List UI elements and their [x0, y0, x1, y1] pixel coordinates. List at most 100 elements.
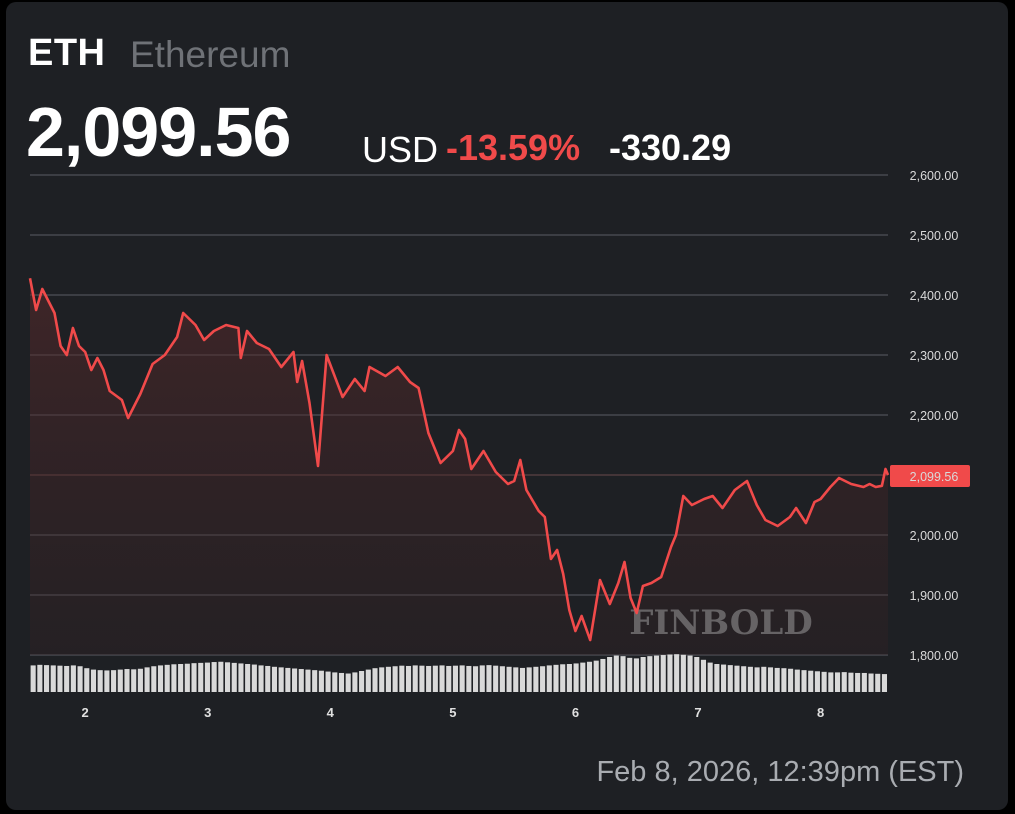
volume-bar	[620, 656, 626, 692]
x-tick-label: 3	[204, 705, 211, 720]
volume-bar	[499, 666, 505, 692]
volume-bar	[218, 661, 224, 692]
volume-bar	[667, 654, 673, 692]
volume-bar	[198, 662, 204, 692]
volume-bar	[660, 655, 666, 692]
volume-bar	[473, 666, 479, 692]
volume-bar	[761, 666, 767, 692]
currency-label: USD	[362, 129, 439, 170]
volume-bar	[392, 666, 398, 692]
volume-bar	[231, 662, 237, 692]
volume-bar	[64, 665, 70, 692]
y-tick-label: 1,800.00	[910, 649, 959, 663]
volume-bar	[352, 672, 358, 692]
chart-card: 2,600.00 2,500.00 2,400.00 2,300.00 2,200.00…	[6, 2, 1008, 810]
volume-bar	[359, 671, 365, 692]
volume-bar	[727, 665, 733, 692]
timestamp: Feb 8, 2026, 12:39pm (EST)	[596, 756, 964, 788]
volume-bar	[305, 669, 311, 692]
volume-bar	[848, 672, 854, 692]
volume-bar	[513, 667, 519, 692]
volume-bar	[312, 670, 318, 692]
volume-bar	[466, 665, 472, 692]
volume-bar	[419, 665, 425, 692]
volume-bar	[446, 665, 452, 692]
volume-bar	[714, 664, 720, 692]
x-tick-label: 2	[82, 705, 89, 720]
volume-bar	[325, 671, 331, 692]
volume-bar	[613, 655, 619, 692]
volume-bar	[211, 662, 217, 692]
volume-bar	[432, 665, 438, 692]
volume-bar	[332, 672, 338, 692]
volume-bar	[700, 659, 707, 692]
finbold-watermark: FINBOLD	[629, 603, 813, 643]
change-percent: -13.59%	[446, 127, 581, 168]
volume-bar	[519, 667, 526, 692]
volume-bar	[117, 669, 123, 692]
volume-bar	[834, 672, 841, 692]
volume-bar	[861, 672, 867, 692]
volume-bar	[97, 670, 103, 692]
volume-bar	[553, 664, 559, 692]
volume-bar	[412, 665, 418, 692]
volume-bar	[674, 654, 680, 692]
price-line	[28, 277, 890, 642]
volume-bars	[30, 654, 887, 692]
volume-bar	[124, 669, 130, 692]
current-price-label: 2,099.56	[890, 465, 970, 487]
volume-bar	[164, 664, 170, 692]
volume-bar	[338, 672, 345, 692]
volume-bar	[184, 663, 190, 692]
y-tick-label: 2,200.00	[910, 409, 959, 423]
volume-bar	[104, 670, 110, 692]
volume-bar	[372, 668, 378, 692]
volume-bar	[479, 665, 485, 692]
volume-bar	[653, 655, 660, 692]
volume-bar	[721, 664, 727, 692]
volume-bar	[814, 671, 820, 692]
volume-bar	[251, 664, 257, 692]
volume-bar	[794, 669, 800, 692]
volume-bar	[560, 664, 566, 692]
volume-bar	[157, 665, 164, 692]
volume-bar	[855, 672, 861, 692]
volume-bar	[258, 665, 264, 692]
x-tick-label: 7	[694, 705, 701, 720]
volume-bar	[707, 662, 713, 692]
volume-bar	[781, 668, 787, 692]
volume-bar	[131, 669, 137, 692]
volume-bar	[37, 664, 43, 692]
volume-bar	[533, 666, 539, 692]
x-tick-label: 6	[572, 705, 579, 720]
price-area-fill	[30, 278, 888, 655]
volume-bar	[204, 662, 210, 692]
volume-bar	[265, 665, 271, 692]
volume-bar	[640, 657, 646, 692]
volume-bar	[788, 668, 794, 692]
volume-bar	[452, 665, 458, 692]
volume-bar	[365, 669, 371, 692]
volume-bar	[178, 664, 184, 692]
volume-bar	[137, 668, 143, 692]
volume-bar	[50, 665, 56, 692]
volume-bar	[808, 670, 814, 692]
volume-bar	[111, 670, 117, 692]
y-tick-label: 2,300.00	[910, 349, 959, 363]
volume-bar	[439, 665, 445, 692]
x-axis-ticks: 2 3 4 5 6 7 8	[82, 705, 825, 720]
volume-bar	[191, 663, 197, 692]
volume-bar	[318, 670, 324, 692]
volume-bar	[345, 673, 351, 692]
price-chart: 2,600.00 2,500.00 2,400.00 2,300.00 2,200.00…	[28, 169, 970, 720]
volume-bar	[647, 656, 653, 692]
volume-bar	[77, 666, 83, 692]
volume-bar	[30, 665, 36, 692]
volume-bar	[868, 673, 874, 692]
volume-bar	[573, 663, 579, 692]
volume-bar	[271, 666, 278, 692]
volume-bar	[747, 666, 753, 692]
volume-bar	[694, 657, 700, 692]
volume-bar	[459, 665, 465, 692]
volume-bar	[875, 673, 881, 692]
